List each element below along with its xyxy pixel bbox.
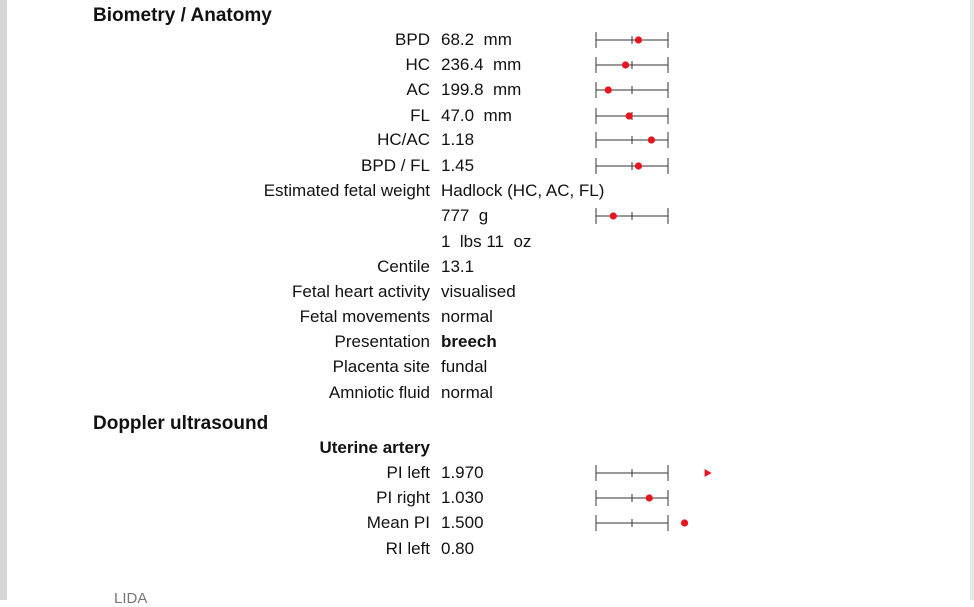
gauge-value-marker xyxy=(604,86,612,94)
gauge-value-marker xyxy=(609,212,617,220)
efw-method: Hadlock (HC, AC, FL) xyxy=(441,181,605,200)
biometry-row-bpd: BPD 68.2 mm xyxy=(0,28,974,52)
ri-left-value: 0.80 xyxy=(441,539,475,558)
pi-left-label: PI left xyxy=(386,463,430,482)
uterine-artery-heading: Uterine artery xyxy=(319,438,430,457)
hc-ac-label: HC/AC xyxy=(377,130,430,149)
bpd-fl-label: BPD / FL xyxy=(361,156,430,175)
presentation-label: Presentation xyxy=(334,332,430,351)
hc-label: HC xyxy=(405,55,430,74)
pi-right-label: PI right xyxy=(376,488,430,507)
biometry-row-ac: AC 199.8 mm xyxy=(0,78,974,102)
hc-ac-gauge xyxy=(595,132,669,148)
hc-value: 236.4 mm xyxy=(441,55,522,74)
presentation-value: breech xyxy=(441,332,497,351)
bpd-value: 68.2 mm xyxy=(441,30,512,49)
centile-label: Centile xyxy=(377,257,430,276)
page-left-edge xyxy=(0,0,7,600)
bpd-fl-value: 1.45 xyxy=(441,156,475,175)
ac-gauge xyxy=(595,82,669,98)
fl-value: 47.0 mm xyxy=(441,106,512,125)
gauge-value-marker xyxy=(634,162,643,170)
placenta-value: fundal xyxy=(441,357,488,376)
efw-grams-value: 777 g xyxy=(441,206,489,225)
biometry-section-title: Biometry / Anatomy xyxy=(93,5,272,26)
biometry-row-amniotic: Amniotic fluid normal xyxy=(0,381,974,405)
biometry-row-efw: Estimated fetal weight Hadlock (HC, AC, … xyxy=(0,179,974,203)
fl-label: FL xyxy=(410,106,430,125)
hc-gauge xyxy=(595,57,669,73)
amniotic-label: Amniotic fluid xyxy=(328,383,430,402)
fetal-movements-label: Fetal movements xyxy=(299,307,430,326)
gauge-value-marker xyxy=(645,494,653,502)
gauge-value-marker xyxy=(680,519,689,527)
bpd-gauge xyxy=(595,32,669,48)
fl-gauge xyxy=(595,108,669,124)
pi-left-value: 1.970 xyxy=(441,463,484,482)
biometry-row-efw-grams: 777 g xyxy=(0,204,974,228)
biometry-row-fl: FL 47.0 mm xyxy=(0,104,974,128)
mean-pi-gauge xyxy=(595,515,689,531)
biometry-row-fetal-movements: Fetal movements normal xyxy=(0,305,974,329)
gauge-value-marker xyxy=(647,136,656,144)
biometry-row-presentation: Presentation breech xyxy=(0,330,974,354)
efw-gauge xyxy=(595,208,669,224)
doppler-section-title: Doppler ultrasound xyxy=(93,413,269,434)
fetal-movements-value: normal xyxy=(441,307,493,326)
fetal-heart-label: Fetal heart activity xyxy=(292,282,430,301)
pi-right-gauge xyxy=(595,490,669,506)
biometry-row-bpd-fl: BPD / FL 1.45 xyxy=(0,154,974,178)
gauge-value-marker xyxy=(625,112,633,120)
pi-right-value: 1.030 xyxy=(441,488,484,507)
efw-label: Estimated fetal weight xyxy=(263,181,430,200)
gauge-value-marker xyxy=(634,36,643,44)
efw-lbs-value: 1 lbs 11 oz xyxy=(441,232,532,251)
amniotic-value: normal xyxy=(441,383,493,402)
biometry-row-hc: HC 236.4 mm xyxy=(0,53,974,77)
centile-value: 13.1 xyxy=(441,257,475,276)
biometry-row-efw-lbs: 1 lbs 11 oz xyxy=(0,230,974,254)
mean-pi-label: Mean PI xyxy=(366,513,430,532)
gauge-value-marker xyxy=(621,61,630,69)
bpd-label: BPD xyxy=(395,30,430,49)
biometry-row-fetal-heart: Fetal heart activity visualised xyxy=(0,280,974,304)
doppler-row-mean-pi: Mean PI 1.500 xyxy=(0,511,974,535)
biometry-row-hc-ac: HC/AC 1.18 xyxy=(0,128,974,152)
ac-label: AC xyxy=(406,80,430,99)
footer-partial-text: LIDA xyxy=(114,590,148,607)
ri-left-label: RI left xyxy=(385,539,430,558)
page-right-edge xyxy=(970,0,974,600)
fetal-heart-value: visualised xyxy=(441,282,516,301)
biometry-row-placenta: Placenta site fundal xyxy=(0,355,974,379)
doppler-row-pi-left: PI left 1.970 xyxy=(0,461,974,485)
mean-pi-value: 1.500 xyxy=(441,513,484,532)
gauge-out-of-range-arrow xyxy=(704,469,712,477)
ac-value: 199.8 mm xyxy=(441,80,522,99)
pi-left-gauge xyxy=(595,465,712,481)
bpd-fl-gauge xyxy=(595,158,669,174)
doppler-row-ri-left: RI left 0.80 xyxy=(0,537,974,561)
hc-ac-value: 1.18 xyxy=(441,130,475,149)
biometry-row-centile: Centile 13.1 xyxy=(0,255,974,279)
placenta-label: Placenta site xyxy=(332,357,430,376)
doppler-row-pi-right: PI right 1.030 xyxy=(0,486,974,510)
